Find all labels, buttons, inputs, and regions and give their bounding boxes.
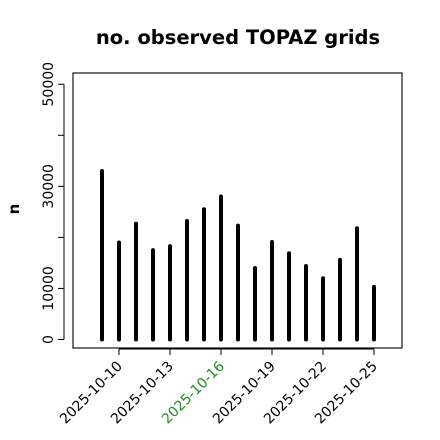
y-axis: 0 10000 30000 50000: [41, 62, 65, 344]
y-tick-label-30000: 30000: [41, 164, 57, 209]
y-axis-label: n: [5, 204, 23, 215]
plot-frame: [72, 72, 403, 349]
y-tick-label-10000: 10000: [41, 266, 57, 311]
y-tick-label-0: 0: [41, 335, 57, 344]
bars-layer: [100, 169, 376, 342]
x-axis: 2025-10-102025-10-132025-10-162025-10-19…: [57, 348, 381, 427]
chart-title: no. observed TOPAZ grids: [96, 26, 380, 49]
y-tick-label-50000: 50000: [41, 62, 57, 107]
